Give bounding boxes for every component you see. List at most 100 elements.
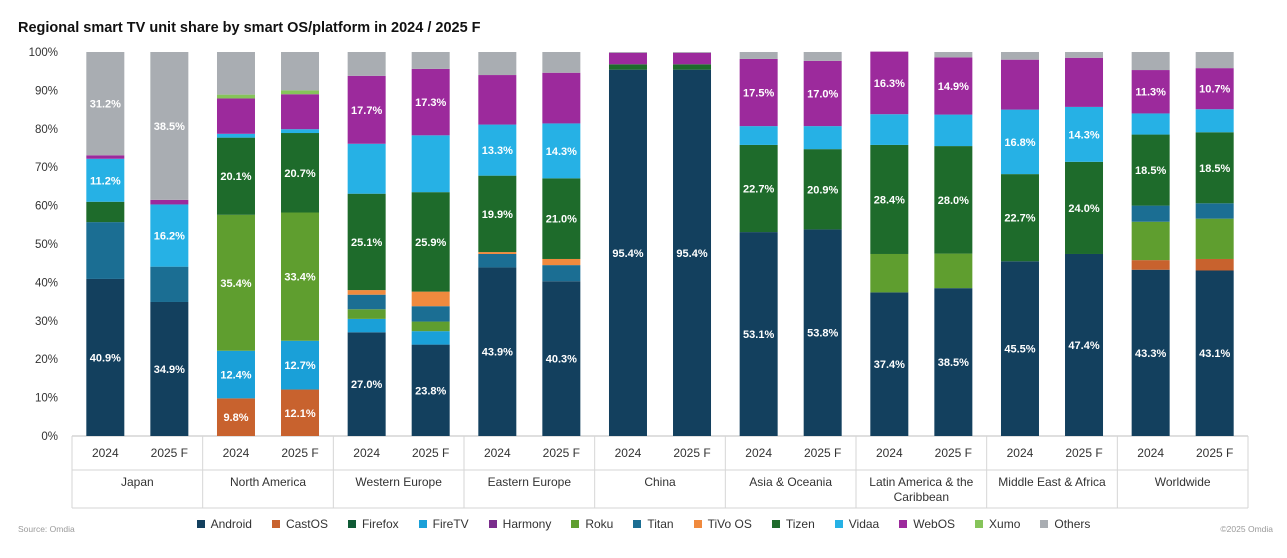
bar-segment-webos — [542, 72, 581, 124]
bar-segment-vidaa — [281, 129, 320, 134]
data-label: 47.4% — [1068, 340, 1099, 352]
bar-segment-webos — [1131, 70, 1170, 114]
data-label: 38.5% — [938, 357, 969, 369]
bar-segment-others — [934, 52, 973, 58]
data-label: 9.8% — [223, 412, 248, 424]
bar-segment-android — [934, 288, 973, 436]
bar-segment-firetv — [281, 340, 320, 390]
bar-segment-tivo-os — [478, 252, 517, 254]
bar-segment-roku — [1131, 221, 1170, 261]
bar-segment-titan — [86, 222, 125, 279]
bar-segment-tivo-os — [411, 291, 450, 307]
bar-segment-others — [1131, 52, 1170, 71]
data-label: 12.4% — [220, 370, 251, 382]
bar-segment-castos — [216, 398, 255, 436]
bar-segment-firetv — [347, 318, 386, 333]
data-label: 19.9% — [482, 209, 513, 221]
region-label: Latin America & the — [869, 475, 973, 489]
data-label: 95.4% — [612, 248, 643, 260]
legend-label: Vidaa — [848, 517, 880, 531]
bar-segment-tizen — [411, 192, 450, 292]
data-label: 40.9% — [90, 352, 121, 364]
bar-segment-roku — [216, 214, 255, 351]
bar-segment-vidaa — [934, 114, 973, 147]
bar-segment-android — [673, 69, 712, 436]
bar-segment-webos — [803, 60, 842, 127]
legend-swatch — [633, 520, 642, 528]
bar-segment-others — [150, 52, 189, 200]
bar-segment-titan — [1131, 205, 1170, 222]
legend-swatch — [347, 520, 356, 528]
x-tick-label: 2025 F — [543, 446, 580, 460]
region-label: Asia & Oceania — [749, 475, 832, 489]
legend-item: Vidaa — [834, 517, 880, 531]
data-label: 18.5% — [1135, 165, 1166, 177]
region-label: Western Europe — [355, 475, 442, 489]
x-tick-label: 2024 — [1007, 446, 1034, 460]
bar-segment-others — [216, 52, 255, 95]
legend-label: Harmony — [502, 517, 552, 531]
bar-segment-android — [347, 332, 386, 436]
bar-segment-titan — [411, 306, 450, 322]
bar-segment-tizen — [739, 144, 778, 233]
legend-item: WebOS — [899, 517, 955, 531]
x-tick-label: 2024 — [353, 446, 380, 460]
bar-segment-others — [86, 52, 125, 156]
region-label: North America — [230, 475, 306, 489]
legend-label: Titan — [647, 517, 674, 531]
x-tick-label: 2024 — [92, 446, 119, 460]
x-tick-label: 2024 — [1137, 446, 1164, 460]
data-label: 25.1% — [351, 237, 382, 249]
bar-segment-webos — [673, 52, 712, 65]
x-tick-label: 2024 — [223, 446, 250, 460]
bar-segment-others — [673, 52, 712, 53]
bar-segment-firetv — [411, 331, 450, 345]
data-label: 43.9% — [482, 347, 513, 359]
data-label: 14.3% — [1068, 129, 1099, 141]
data-label: 43.1% — [1199, 348, 1230, 360]
bar-segment-vidaa — [803, 126, 842, 150]
data-label: 16.3% — [874, 78, 905, 90]
y-tick-label: 10% — [35, 393, 58, 405]
bar-segment-titan — [542, 265, 581, 282]
bar-segment-others — [608, 52, 647, 53]
bar-segment-vidaa — [870, 114, 909, 145]
bar-segment-android — [478, 267, 517, 436]
data-label: 34.9% — [154, 364, 185, 376]
data-label: 28.0% — [938, 195, 969, 207]
data-label: 17.5% — [743, 88, 774, 100]
legend-swatch — [975, 520, 984, 528]
data-label: 11.2% — [90, 175, 121, 187]
data-label: 20.7% — [284, 168, 315, 180]
bar-segment-firetv — [216, 350, 255, 399]
y-tick-label: 60% — [35, 201, 58, 213]
legend-swatch — [488, 520, 497, 528]
bar-segment-android — [1131, 269, 1170, 436]
data-label: 33.4% — [284, 272, 315, 284]
legend-swatch — [834, 520, 843, 528]
data-label: 17.3% — [415, 97, 446, 109]
bar-segment-tizen — [1195, 132, 1234, 204]
data-label: 14.3% — [546, 146, 577, 158]
bar-segment-roku — [411, 321, 450, 332]
region-label: Eastern Europe — [488, 475, 572, 489]
bar-segment-webos — [934, 57, 973, 115]
data-label: 25.9% — [415, 237, 446, 249]
legend-swatch — [271, 520, 280, 528]
bar-segment-android — [803, 229, 842, 436]
bar-segment-castos — [1131, 260, 1170, 270]
bar-segment-tizen — [803, 149, 842, 230]
data-label: 43.3% — [1135, 348, 1166, 360]
legend-item: Others — [1040, 517, 1090, 531]
data-label: 95.4% — [676, 248, 707, 260]
bar-segment-others — [281, 52, 320, 91]
source-note: Source: Omdia — [18, 524, 75, 534]
legend-item: Harmony — [488, 517, 552, 531]
y-tick-label: 100% — [29, 47, 58, 59]
x-tick-label: 2025 F — [1196, 446, 1233, 460]
bar-segment-others — [803, 52, 842, 61]
bar-segment-titan — [1195, 203, 1234, 219]
legend-swatch — [571, 520, 580, 528]
bar-segment-vidaa — [1131, 113, 1170, 135]
bar-segment-xumo — [281, 90, 320, 95]
